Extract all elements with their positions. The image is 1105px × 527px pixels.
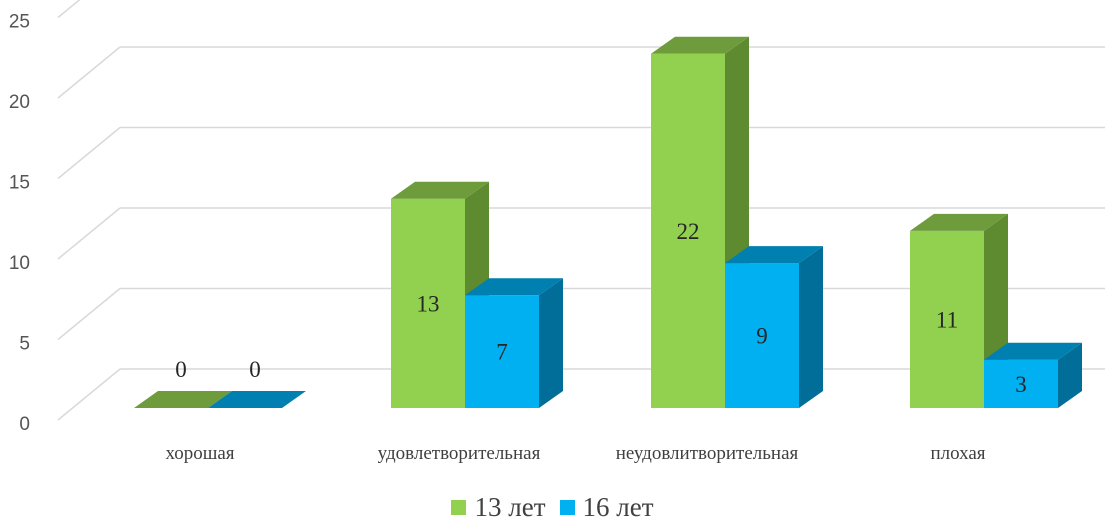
y-tick-label-0: 0	[19, 414, 30, 435]
bar-front	[910, 230, 984, 408]
bar-top	[651, 36, 749, 54]
bar-2-series-2	[465, 278, 563, 408]
bar-front	[984, 359, 1058, 408]
x-category-label-1: хорошая	[165, 443, 234, 464]
x-category-label-4: плохая	[930, 443, 985, 464]
legend-item-series-1: 13 лет	[451, 491, 546, 523]
x-category-label-2: удовлетворительная	[378, 443, 541, 464]
bar-front	[725, 263, 799, 408]
data-label-2-series-2: 7	[496, 340, 508, 365]
y-axis-ticks: 0 5 10 15 20 25	[9, 12, 30, 436]
bar-top	[984, 342, 1082, 360]
x-axis-categories: хорошая удовлетворительная неудовлитворите…	[165, 443, 985, 464]
gridline-diagonal-20	[57, 46, 121, 99]
y-tick-label-10: 10	[9, 253, 30, 274]
bar-top	[465, 278, 563, 296]
y-tick-label-25: 25	[9, 12, 30, 33]
y-tick-label-20: 20	[9, 92, 30, 113]
legend-item-series-2: 16 лет	[559, 491, 654, 523]
bar-top	[208, 391, 306, 408]
gridline-diagonal-5	[57, 287, 121, 341]
gridline-diagonal-25	[57, 0, 81, 19]
bar-top	[134, 391, 232, 408]
bar-chart: 0 5 10 15 20 25 хорошая удовлетворительная неуд…	[9, 0, 1105, 464]
bar-4-series-2	[984, 342, 1082, 408]
bar-top	[391, 181, 489, 199]
x-category-label-3: неудовлитворительная	[616, 443, 799, 464]
bar-3-series-2	[725, 246, 823, 408]
bar-side	[1058, 342, 1082, 408]
bar-top	[910, 213, 1008, 231]
gridline-diagonal-10	[57, 207, 121, 260]
bar-front	[651, 53, 725, 409]
gridline-diagonal-0	[57, 368, 121, 421]
data-label-1-series-1: 0	[175, 357, 187, 382]
bar-side	[539, 278, 563, 408]
bar-1-series-2	[208, 391, 306, 408]
data-label-2-series-1: 13	[417, 291, 440, 316]
bar-4-series-1	[910, 213, 1008, 408]
bar-top	[725, 246, 823, 264]
data-label-4-series-1: 11	[936, 307, 958, 332]
y-tick-label-5: 5	[19, 334, 30, 355]
bar-side	[799, 246, 823, 408]
data-label-1-series-2: 0	[249, 357, 261, 382]
data-label-3-series-2: 9	[756, 324, 768, 349]
bar-front	[465, 295, 539, 408]
bars	[134, 36, 1082, 409]
gridline-diagonal-15	[57, 126, 121, 180]
legend-swatch-series-2	[559, 499, 575, 515]
legend-swatch-series-1	[451, 499, 467, 515]
data-labels: 0 0 13 7 22 9 11 3	[175, 219, 1027, 397]
data-label-4-series-2: 3	[1015, 372, 1027, 397]
legend-label-series-2: 16 лет	[582, 491, 654, 522]
legend: 13 лет 16 лет	[0, 490, 1105, 524]
data-label-3-series-1: 22	[677, 219, 700, 244]
legend-label-series-1: 13 лет	[474, 491, 546, 522]
bar-front	[391, 198, 465, 408]
y-tick-label-15: 15	[9, 173, 30, 194]
bar-1-series-1	[134, 391, 232, 408]
